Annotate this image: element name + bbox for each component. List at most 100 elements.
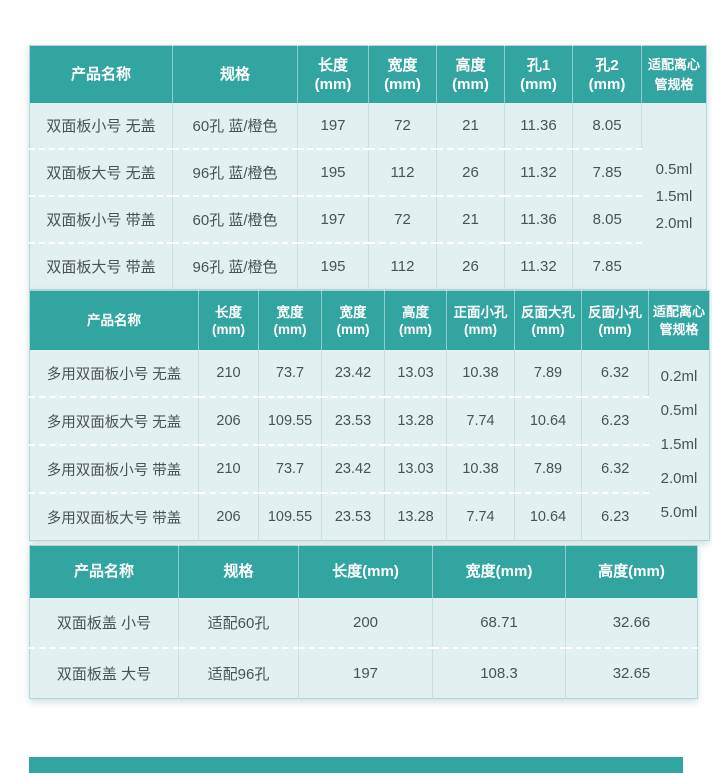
- spec-table: 产品名称 规格 长度(mm) 宽度(mm) 高度(mm) 双面板盖 小号 适配60孔 200 6…: [29, 545, 698, 699]
- product-name-cell: 双面板小号 带盖: [29, 195, 173, 243]
- multi-panel-spec-table-section: 产品名称 长度 (mm) 宽度 (mm) 宽度 (mm) 高度 (mm) 正面小孔 (mm) 反面大孔…: [29, 290, 710, 541]
- tube-size-option: 0.5ml: [655, 160, 693, 178]
- tube-size-option: 1.5ml: [660, 436, 698, 453]
- value-cell: 23.42: [321, 350, 385, 397]
- table-row: 双面板小号 无盖 60孔 蓝/橙色 197 72 21 11.36 8.05 0.5ml 1.5…: [29, 103, 707, 290]
- product-name-cell: 双面板小号 无盖: [29, 103, 173, 149]
- column-header-unit: (mm): [273, 321, 307, 337]
- column-header: 产品名称: [29, 290, 199, 350]
- value-cell: 26: [436, 242, 505, 290]
- column-header-label: 长度(mm): [332, 563, 399, 580]
- value-cell: 7.74: [446, 492, 515, 541]
- column-header: 反面大孔 (mm): [514, 290, 582, 350]
- column-header: 产品名称: [29, 45, 173, 103]
- table-row: 双面板大号 带盖 96孔 蓝/橙色 195 112 26 11.32 7.85: [29, 242, 707, 290]
- value-cell: 8.05: [572, 195, 642, 243]
- column-header: 适配离心管规格: [641, 45, 707, 103]
- column-header: 孔1 (mm): [504, 45, 573, 103]
- table-row: 双面板小号 带盖 60孔 蓝/橙色 197 72 21 11.36 8.05: [29, 195, 707, 243]
- table-row: 多用双面板大号 无盖 206 109.55 23.53 13.28 7.74 10.64 6.…: [29, 396, 710, 445]
- value-cell: 26: [436, 148, 505, 196]
- value-cell: 6.32: [581, 444, 649, 493]
- column-header-label: 孔1: [526, 56, 551, 74]
- column-header-label: 反面小孔: [588, 304, 642, 320]
- column-header-label: 高度: [402, 304, 429, 320]
- value-cell: 11.32: [504, 148, 573, 196]
- value-cell: 23.53: [321, 396, 385, 445]
- value-cell: 8.05: [572, 103, 642, 149]
- column-header-label: 适配离心管规格: [647, 56, 700, 92]
- column-header-label: 规格: [223, 563, 254, 580]
- column-header-label: 产品名称: [87, 312, 141, 328]
- value-cell: 197: [297, 103, 369, 149]
- column-header: 孔2 (mm): [572, 45, 642, 103]
- value-cell: 7.89: [514, 444, 582, 493]
- column-header-unit: (mm): [399, 321, 432, 337]
- value-cell: 7.89: [514, 350, 582, 397]
- column-header-label: 宽度(mm): [465, 563, 533, 580]
- lid-spec-table-section: 产品名称 规格 长度(mm) 宽度(mm) 高度(mm) 双面板盖 小号 适配60孔 200 6…: [29, 545, 698, 699]
- value-cell: 195: [297, 148, 369, 196]
- value-cell: 13.03: [384, 350, 447, 397]
- product-name-cell: 双面板盖 小号: [29, 598, 179, 648]
- column-header-label: 长度: [215, 304, 242, 320]
- column-header-label: 产品名称: [73, 563, 134, 580]
- product-name-cell: 多用双面板小号 无盖: [29, 350, 199, 397]
- value-cell: 32.66: [565, 598, 698, 648]
- value-cell: 23.53: [321, 492, 385, 541]
- column-header-unit: (mm): [598, 321, 632, 337]
- header-row: 产品名称 规格 长度(mm) 宽度(mm) 高度(mm): [29, 545, 698, 598]
- column-header-label: 宽度: [339, 304, 367, 320]
- spec-table: 产品名称 长度 (mm) 宽度 (mm) 宽度 (mm) 高度 (mm) 正面小孔 (mm) 反面大孔…: [29, 290, 710, 541]
- column-header: 长度(mm): [198, 290, 259, 350]
- column-header-label: 规格: [219, 65, 250, 83]
- column-header-unit: (mm): [452, 75, 489, 93]
- column-header-unit: (mm): [384, 75, 421, 93]
- column-header-unit: (mm): [520, 75, 557, 93]
- value-cell: 206: [198, 492, 259, 541]
- value-cell: 200: [298, 598, 433, 648]
- column-header-label: 宽度: [387, 56, 418, 74]
- product-name-cell: 多用双面板大号 带盖: [29, 492, 199, 541]
- value-cell: 109.55: [258, 492, 322, 541]
- product-name-cell: 多用双面板大号 无盖: [29, 396, 199, 445]
- value-cell: 96孔 蓝/橙色: [172, 242, 298, 290]
- value-cell: 206: [198, 396, 259, 445]
- value-cell: 195: [297, 242, 369, 290]
- tube-size-option: 2.0ml: [660, 470, 698, 487]
- bottom-accent-bar: [29, 757, 683, 773]
- column-header: 宽度(mm): [368, 45, 437, 103]
- value-cell: 60孔 蓝/橙色: [172, 103, 298, 149]
- column-header: 高度(mm): [565, 545, 698, 598]
- column-header-unit: (mm): [531, 321, 565, 337]
- column-header: 高度(mm): [436, 45, 505, 103]
- header-row: 产品名称 长度 (mm) 宽度 (mm) 宽度 (mm) 高度 (mm) 正面小孔 (mm) 反面大孔…: [29, 290, 710, 350]
- column-header: 宽度(mm): [432, 545, 566, 598]
- value-cell: 73.7: [258, 350, 322, 397]
- tube-size-option: 1.5ml: [655, 187, 693, 205]
- value-cell: 6.32: [581, 350, 649, 397]
- value-cell: 适配60孔: [178, 598, 299, 648]
- value-cell: 73.7: [258, 444, 322, 493]
- value-cell: 13.28: [384, 492, 447, 541]
- value-cell: 72: [368, 103, 437, 149]
- column-header: 宽度(mm): [258, 290, 322, 350]
- table-row: 多用双面板小号 带盖 210 73.7 23.42 13.03 10.38 7.89 6.32: [29, 444, 710, 493]
- column-header-label: 适配离心管规格: [652, 303, 705, 337]
- value-cell: 60孔 蓝/橙色: [172, 195, 298, 243]
- value-cell: 7.74: [446, 396, 515, 445]
- column-header: 正面小孔 (mm): [446, 290, 515, 350]
- product-name-cell: 多用双面板小号 带盖: [29, 444, 199, 493]
- column-header-label: 长度: [317, 56, 348, 74]
- tube-size-cell: 0.5ml 1.5ml 2.0ml: [641, 103, 707, 290]
- column-header-unit: (mm): [464, 321, 497, 337]
- tube-size-option: 0.5ml: [660, 402, 698, 419]
- column-header: 反面小孔 (mm): [581, 290, 649, 350]
- value-cell: 21: [436, 103, 505, 149]
- column-header-unit: (mm): [588, 75, 626, 93]
- value-cell: 10.64: [514, 396, 582, 445]
- column-header-unit: (mm): [212, 321, 245, 337]
- value-cell: 23.42: [321, 444, 385, 493]
- product-name-cell: 双面板盖 大号: [29, 647, 179, 699]
